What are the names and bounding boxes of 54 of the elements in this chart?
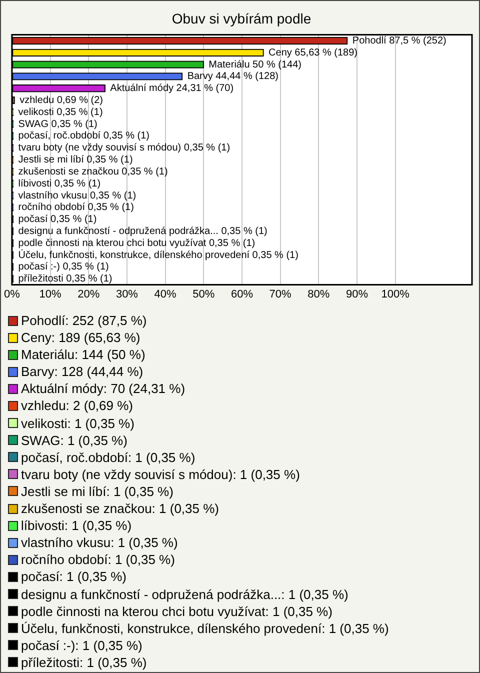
legend-label: počasí: 1 (0,35 %): [21, 568, 126, 586]
category-label: Barvy 44,44 % (128): [187, 71, 278, 82]
legend-label: zkušenosti se značkou: 1 (0,35 %): [21, 500, 219, 518]
legend-label: Materiálu: 144 (50 %): [21, 346, 146, 364]
category-label: Ceny 65,63 % (189): [268, 47, 358, 58]
legend-label: SWAG: 1 (0,35 %): [21, 432, 128, 449]
category-label: počasí 0,35 % (1): [18, 214, 97, 226]
category-label: vzhledu 0,69 % (2): [20, 95, 103, 106]
category-label: počasí, roč.období 0,35 % (1): [18, 130, 150, 142]
x-tick-label: 40%: [154, 288, 177, 300]
category-label: vlastního vkusu 0,35 % (1): [18, 190, 136, 202]
category-label: zkušenosti se značkou 0,35 % (1): [18, 166, 168, 178]
category-label: Jestli se mi líbí 0,35 % (1): [18, 154, 133, 166]
x-tick-label: 90%: [346, 288, 368, 300]
category-label: velikosti 0,35 % (1): [18, 106, 103, 118]
legend-label: vzhledu: 2 (0,69 %): [21, 397, 134, 415]
category-label: podle činnosti na kterou chci botu využívat 0,35 % (1): [18, 238, 256, 249]
category-label: Materiálu 50 % (144): [208, 59, 302, 70]
legend-label: líbivosti: 1 (0,35 %): [21, 517, 132, 534]
x-tick-label: 30%: [116, 288, 138, 300]
legend-label: počasí, roč.období: 1 (0,35 %): [21, 448, 196, 466]
legend-label: Účelu, funkčnosti, konstrukce, dílenského provedení: 1 (0,35 %): [21, 620, 389, 637]
x-tick-label: 70%: [269, 288, 292, 300]
category-label: tvaru boty (ne vždy souvisí s módou) 0,35 % (1): [18, 142, 230, 154]
legend-label: počasí :-): 1 (0,35 %): [21, 636, 142, 654]
legend-label: Jestli se mi líbí: 1 (0,35 %): [21, 482, 174, 500]
x-tick-label: 80%: [308, 288, 330, 300]
legend-label: příležitosti: 1 (0,35 %): [21, 654, 147, 671]
legend-label: tvaru boty (ne vždy souvisí s módou): 1 (0,35 %): [21, 466, 300, 483]
x-tick-label: 20%: [78, 288, 100, 300]
x-tick-label: 60%: [230, 288, 254, 300]
x-tick-label: 100%: [381, 288, 410, 300]
category-label: designu a funkčností - odpružená podrážka... 0,35 % (1): [18, 226, 268, 237]
category-label: Účelu, funkčnosti, konstrukce, dílenského provedení 0,35 % (1): [18, 250, 298, 261]
x-tick-label: 0%: [4, 288, 20, 300]
legend-label: Barvy: 128 (44,44 %): [21, 363, 144, 380]
category-label: Aktuální módy 24,31 % (70): [110, 83, 234, 94]
legend-label: Aktuální módy: 70 (24,31 %): [21, 380, 186, 398]
legend-label: designu a funkčností - odpružená podrážka...: 1 (0,35 %): [21, 586, 348, 603]
legend-label: Ceny: 189 (65,63 %): [21, 329, 140, 346]
category-label: ročního období 0,35 % (1): [18, 202, 134, 214]
category-label: příležitosti 0,35 % (1): [18, 274, 112, 285]
legend-label: Pohodlí: 252 (87,5 %): [21, 312, 147, 330]
category-label: Pohodlí 87,5 % (252): [352, 36, 446, 46]
x-tick-label: 10%: [39, 288, 62, 300]
category-label: líbivosti 0,35 % (1): [18, 178, 101, 190]
x-tick-label: 50%: [192, 288, 215, 300]
legend-label: vlastního vkusu: 1 (0,35 %): [21, 534, 178, 552]
chart-title: Obuv si vybírám podle: [172, 10, 312, 26]
category-label: počasí :-) 0,35 % (1): [18, 262, 109, 273]
legend-label: velikosti: 1 (0,35 %): [21, 414, 134, 432]
category-label: SWAG 0,35 % (1): [18, 118, 98, 130]
legend-label: podle činnosti na kterou chci botu využívat: 1 (0,35 %): [21, 602, 332, 620]
legend-label: ročního období: 1 (0,35 %): [21, 551, 175, 568]
